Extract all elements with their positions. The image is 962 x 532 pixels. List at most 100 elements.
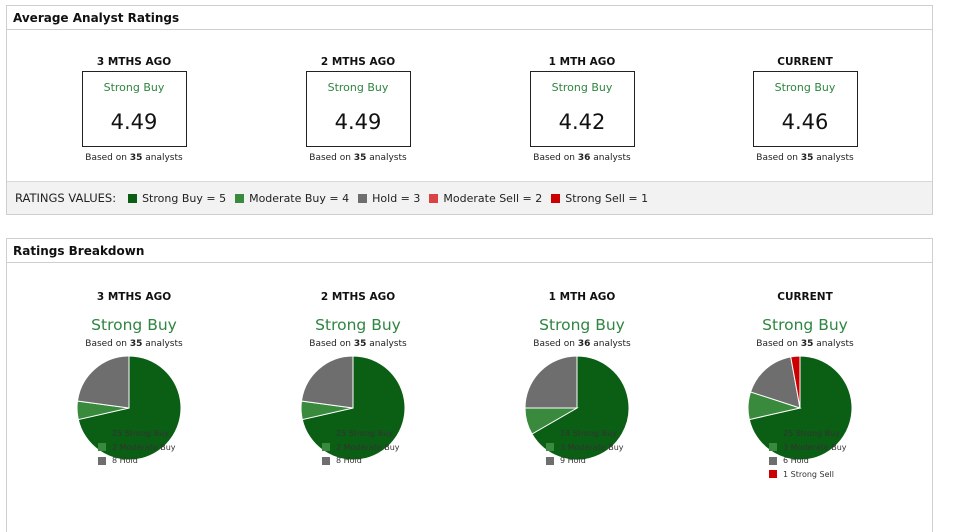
pie-slice-hold[interactable] — [749, 356, 801, 409]
analyst-count: Based on 36 analysts — [502, 338, 662, 350]
rating-label: Strong Buy — [103, 81, 165, 94]
legend-swatch — [322, 456, 330, 465]
rating-box: Strong Buy 4.42 — [529, 71, 635, 147]
pie-legend-item: 3 Moderate Buy — [546, 441, 624, 455]
average-ratings-panel: Average Analyst Ratings 3 MTHS AGO Stron… — [6, 5, 933, 215]
legend-label: 25 Strong Buy — [783, 429, 840, 438]
analyst-count: Based on 35 analysts — [54, 338, 214, 350]
ratings-values-title: RATINGS VALUES: — [15, 191, 117, 205]
column-period: 2 MTHS AGO — [320, 56, 396, 68]
column-period: 1 MTH AGO — [548, 291, 616, 303]
rating-box: Strong Buy 4.49 — [305, 71, 411, 147]
pie-legend: 25 Strong Buy 2 Moderate Buy 8 Hold — [322, 427, 400, 468]
pie-legend-item: 25 Strong Buy — [98, 427, 176, 441]
ratings-pie-chart — [502, 354, 662, 464]
legend-label: 8 Hold — [336, 456, 362, 465]
pie-slice-hold[interactable] — [76, 355, 130, 409]
legend-swatch — [546, 456, 554, 465]
legend-label: 3 Moderate Buy — [560, 442, 624, 452]
legend-strong-buy: Strong Buy = 5 — [128, 192, 226, 205]
analyst-count: Based on 35 analysts — [725, 152, 885, 164]
breakdown-column-1-month-ago: 1 MTH AGO Strong Buy Based on 36 analysts — [502, 290, 662, 464]
pie-legend-item: 6 Hold — [769, 454, 847, 468]
pie-legend-item: 1 Strong Sell — [769, 468, 847, 482]
pie-legend-item: 8 Hold — [98, 454, 176, 468]
rating-label: Strong Buy — [327, 81, 389, 94]
pie-legend-item: 24 Strong Buy — [546, 427, 624, 441]
analyst-count: Based on 35 analysts — [278, 338, 438, 350]
legend-label: 2 Moderate Buy — [336, 442, 400, 452]
legend-label: Strong Sell = 1 — [565, 191, 649, 205]
pie-svg — [524, 355, 630, 461]
legend-label: 6 Hold — [783, 456, 809, 465]
avg-column-3-months-ago: 3 MTHS AGO Strong Buy 4.49 Based on 35 a… — [54, 55, 214, 164]
pie-slice-strong-sell[interactable] — [790, 355, 801, 409]
legend-swatch — [322, 429, 330, 438]
consensus-rating: Strong Buy — [315, 316, 401, 334]
analysts-suffix: analysts — [369, 339, 407, 349]
legend-swatch — [769, 470, 777, 479]
pie-legend: 24 Strong Buy 3 Moderate Buy 9 Hold — [546, 427, 624, 468]
rating-label: Strong Buy — [551, 81, 613, 94]
analyst-count: Based on 36 analysts — [502, 152, 662, 164]
rating-box: Strong Buy 4.46 — [752, 71, 858, 147]
based-on-prefix: Based on — [756, 339, 798, 349]
based-on-prefix: Based on — [85, 153, 127, 163]
pie-legend-item: 3 Moderate Buy — [769, 441, 847, 455]
ratings-values-legend: RATINGS VALUES: Strong Buy = 5 Moderate … — [7, 181, 932, 214]
pie-legend-item: 8 Hold — [322, 454, 400, 468]
strong-sell-swatch — [551, 193, 561, 203]
legend-hold: Hold = 3 — [358, 192, 420, 205]
pie-slice-hold[interactable] — [524, 355, 578, 409]
legend-moderate-sell: Moderate Sell = 2 — [429, 192, 542, 205]
rating-value: 4.42 — [558, 110, 606, 134]
hold-swatch — [358, 193, 368, 203]
legend-moderate-buy: Moderate Buy = 4 — [235, 192, 349, 205]
pie-legend-item: 2 Moderate Buy — [98, 441, 176, 455]
rating-value: 4.49 — [334, 110, 382, 134]
legend-label: 25 Strong Buy — [112, 429, 169, 438]
column-period: 2 MTHS AGO — [320, 291, 396, 303]
legend-swatch — [769, 443, 777, 452]
legend-label: 25 Strong Buy — [336, 429, 393, 438]
average-ratings-title: Average Analyst Ratings — [7, 6, 932, 30]
legend-label: 8 Hold — [112, 456, 138, 465]
legend-swatch — [98, 429, 106, 438]
legend-label: 9 Hold — [560, 456, 586, 465]
analysts-suffix: analysts — [369, 153, 407, 163]
pie-legend-item: 2 Moderate Buy — [322, 441, 400, 455]
column-period: CURRENT — [777, 56, 833, 68]
pie-legend-item: 25 Strong Buy — [769, 427, 847, 441]
based-on-prefix: Based on — [309, 339, 351, 349]
column-period: 1 MTH AGO — [548, 56, 616, 68]
rating-box: Strong Buy 4.49 — [81, 71, 187, 147]
based-on-prefix: Based on — [533, 339, 575, 349]
pie-legend-item: 9 Hold — [546, 454, 624, 468]
pie-slice-hold[interactable] — [300, 355, 354, 409]
legend-label: Strong Buy = 5 — [142, 191, 227, 205]
analysts-suffix: analysts — [145, 153, 183, 163]
analysts-suffix: analysts — [816, 153, 854, 163]
analyst-count: Based on 35 analysts — [725, 338, 885, 350]
analyst-number: 35 — [129, 339, 143, 349]
based-on-prefix: Based on — [533, 153, 575, 163]
rating-label: Strong Buy — [774, 81, 836, 94]
pie-legend: 25 Strong Buy 3 Moderate Buy 6 Hold 1 Stron… — [769, 427, 847, 481]
legend-label: 3 Moderate Buy — [783, 442, 847, 452]
pie-slice-strong-buy[interactable] — [531, 355, 630, 461]
based-on-prefix: Based on — [309, 153, 351, 163]
column-period: 3 MTHS AGO — [96, 56, 172, 68]
analyst-number: 35 — [800, 339, 814, 349]
legend-label: 24 Strong Buy — [560, 429, 617, 438]
legend-swatch — [546, 443, 554, 452]
ratings-breakdown-title: Ratings Breakdown — [7, 239, 932, 263]
legend-swatch — [769, 429, 777, 438]
column-period: CURRENT — [777, 291, 833, 303]
consensus-rating: Strong Buy — [762, 316, 848, 334]
pie-legend-item: 25 Strong Buy — [322, 427, 400, 441]
analyst-count: Based on 35 analysts — [54, 152, 214, 164]
legend-swatch — [546, 429, 554, 438]
analysts-suffix: analysts — [145, 339, 183, 349]
legend-swatch — [769, 456, 777, 465]
based-on-prefix: Based on — [756, 153, 798, 163]
